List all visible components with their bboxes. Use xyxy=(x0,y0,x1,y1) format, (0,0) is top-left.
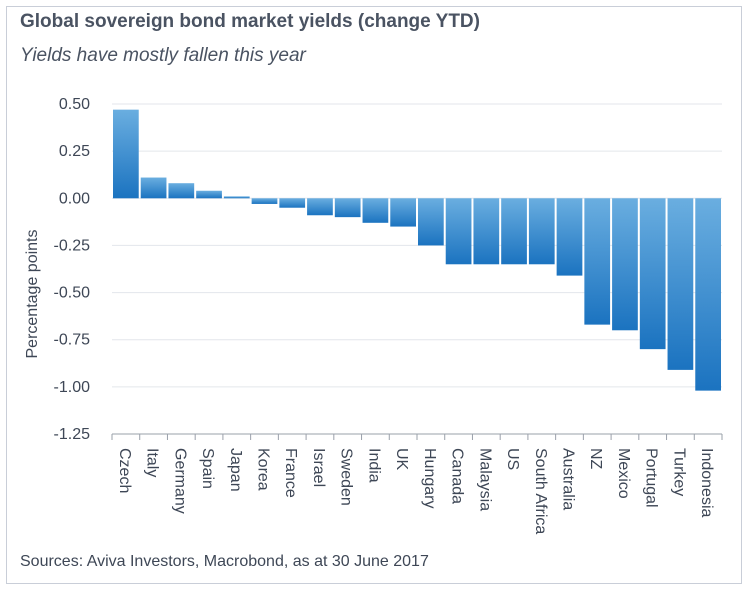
source-note: Sources: Aviva Investors, Macrobond, as … xyxy=(20,553,429,570)
x-tick-label: Turkey xyxy=(670,448,687,496)
bar xyxy=(528,198,555,265)
x-tick-labels: Czech Italy Germany Spain Japan Korea France Is… xyxy=(116,448,715,534)
x-tick-label: Germany xyxy=(171,448,188,514)
x-tick-label: Italy xyxy=(144,448,161,477)
x-tick-label: UK xyxy=(393,448,410,471)
x-tick-label: Czech xyxy=(116,448,133,493)
x-tick-label: Japan xyxy=(227,448,244,492)
bar xyxy=(667,198,694,370)
y-tick-label: -0.75 xyxy=(54,332,91,349)
bar xyxy=(362,198,389,223)
x-tick-label: Sweden xyxy=(338,448,355,506)
x-tick-label: Spain xyxy=(199,448,216,489)
y-tick-label: 0.50 xyxy=(59,96,90,113)
bar xyxy=(390,198,416,227)
x-tick-label: Israel xyxy=(310,448,327,487)
x-tick-label: Malaysia xyxy=(476,448,493,511)
bar xyxy=(639,198,666,350)
bar xyxy=(223,196,250,199)
y-tick-label: 0.25 xyxy=(59,143,90,160)
bar xyxy=(584,198,611,325)
y-tick-label: 0.00 xyxy=(59,190,90,207)
x-tick-label: Korea xyxy=(255,448,272,491)
bar xyxy=(501,198,527,265)
x-tick-label: NZ xyxy=(587,448,604,470)
bar xyxy=(418,198,444,246)
bar xyxy=(279,198,306,208)
x-tick-label: Hungary xyxy=(421,448,438,508)
y-tick-label: -1.00 xyxy=(54,379,91,396)
x-tick-label: South Africa xyxy=(532,448,549,534)
bar xyxy=(473,198,500,265)
x-tick-label: France xyxy=(282,448,299,498)
x-tick-label: Mexico xyxy=(615,448,632,499)
y-tick-label: -1.25 xyxy=(54,426,91,443)
y-tick-labels: 0.50 0.25 0.00 -0.25 -0.50 -0.75 -1.00 -1.25 xyxy=(54,96,91,443)
bar xyxy=(556,198,583,276)
y-tick-label: -0.50 xyxy=(54,285,91,302)
chart-title: Global sovereign bond market yields (cha… xyxy=(20,11,480,32)
chart-frame xyxy=(6,6,742,584)
chart-subtitle: Yields have mostly fallen this year xyxy=(20,45,306,66)
bars xyxy=(113,109,721,391)
x-tick-label: Australia xyxy=(560,448,577,510)
bar xyxy=(334,198,361,218)
bar xyxy=(612,198,638,331)
y-axis-label: Percentage points xyxy=(24,230,41,359)
x-tick-label: Indonesia xyxy=(698,448,715,517)
bar xyxy=(140,177,167,199)
bar xyxy=(445,198,472,265)
bar xyxy=(113,109,139,199)
axes xyxy=(111,433,723,440)
x-tick-label: US xyxy=(504,448,521,470)
y-tick-label: -0.25 xyxy=(54,237,91,254)
bar xyxy=(168,183,195,199)
x-tick-label: Canada xyxy=(449,448,466,504)
x-tick-label: Portugal xyxy=(643,448,660,508)
bar xyxy=(251,198,278,204)
bar xyxy=(695,198,721,391)
x-tick-label: India xyxy=(365,448,382,483)
bar xyxy=(196,190,222,199)
bar xyxy=(307,198,333,216)
